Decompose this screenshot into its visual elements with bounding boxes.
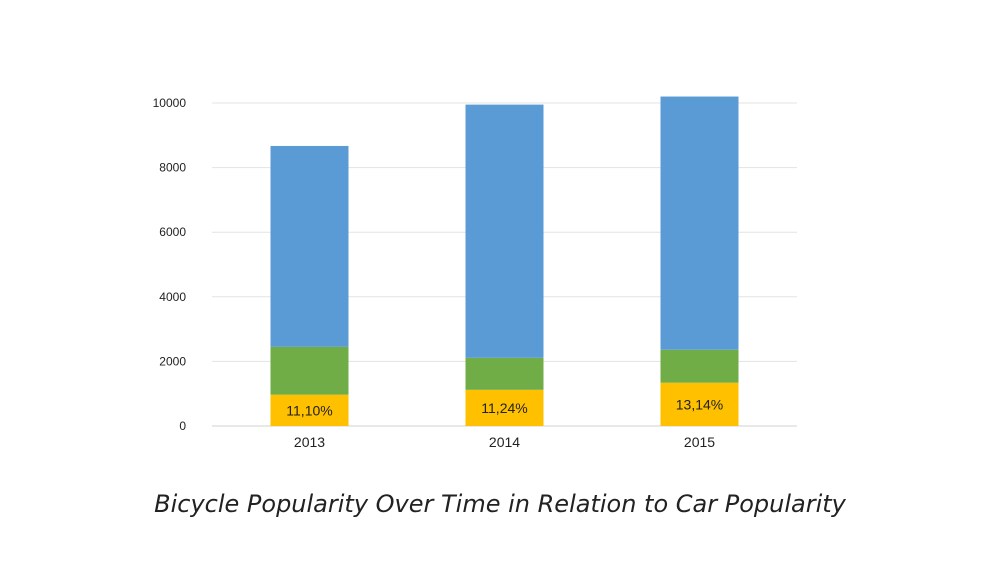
bar-segment [270, 145, 349, 347]
x-tick-label: 2014 [489, 434, 520, 450]
bar-segment [270, 346, 349, 395]
stacked-bar-chart: 0 2000 4000 6000 8000 10000 11,10% 11,24% 13,14… [153, 96, 797, 450]
x-axis-ticks: 2013 2014 2015 [294, 434, 715, 450]
bar-segment [660, 96, 739, 350]
bar-segment [660, 382, 739, 426]
bar-segment [660, 349, 739, 383]
chart-caption: Bicycle Popularity Over Time in Relation… [154, 490, 846, 518]
y-tick-label: 10000 [153, 96, 187, 110]
x-tick-label: 2013 [294, 434, 325, 450]
y-tick-label: 0 [179, 419, 186, 433]
bar-segment [465, 104, 544, 358]
data-label: 13,14% [676, 396, 723, 412]
bar-segment [465, 389, 544, 426]
y-tick-label: 8000 [159, 161, 186, 175]
bars [270, 96, 739, 426]
data-labels: 11,10% 11,24% 13,14% [286, 396, 723, 418]
y-axis-ticks: 0 2000 4000 6000 8000 10000 [153, 96, 187, 433]
data-label: 11,24% [481, 400, 527, 416]
y-tick-label: 2000 [159, 354, 186, 368]
y-tick-label: 6000 [159, 225, 186, 239]
bar-segment [465, 357, 544, 390]
x-tick-label: 2015 [684, 434, 715, 450]
y-tick-label: 4000 [159, 290, 186, 304]
data-label: 11,10% [286, 402, 332, 418]
bar-segment [270, 394, 349, 426]
